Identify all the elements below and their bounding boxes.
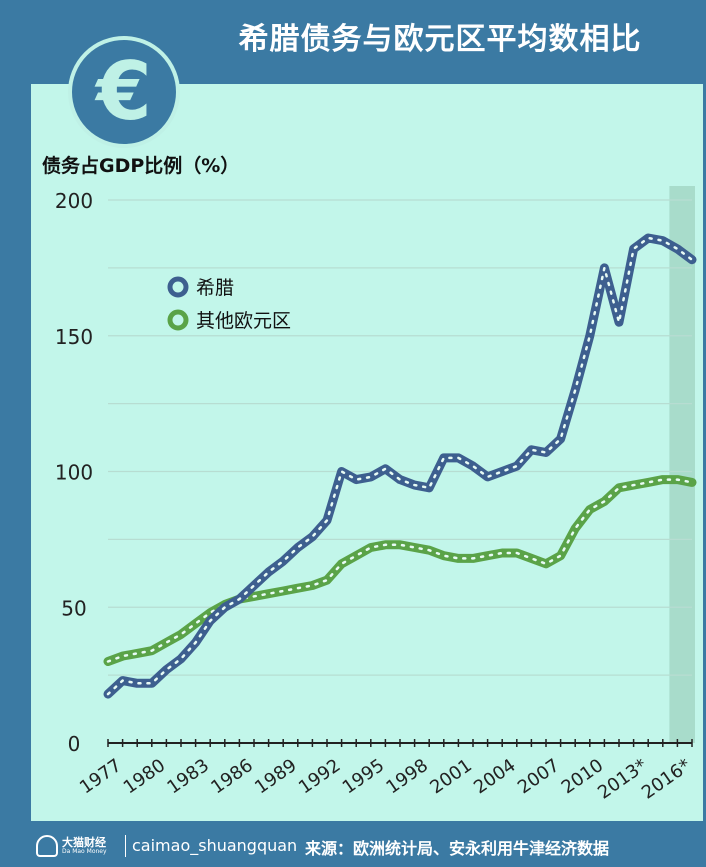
euro-icon: € [96,45,152,138]
series-line-highlight [106,236,694,696]
account-handle: caimao_shuangquan [132,836,298,855]
series-lines [103,233,697,699]
series-line-highlight [106,478,694,663]
x-tick-label: 1977 [76,755,126,798]
footer-divider [125,835,126,857]
x-tick-label: 2007 [514,755,564,798]
brand-name-en: Da Mao Money [62,847,107,855]
x-tick-label: 1992 [295,755,345,798]
y-tick-label: 50 [61,596,86,620]
legend-label-eurozone: 其他欧元区 [196,310,291,332]
y-tick-label: 100 [55,461,93,485]
x-tick-label: 2016* [638,755,695,804]
x-tick-label: 1989 [251,755,301,798]
chart-title: 希腊债务与欧元区平均数相比 [238,22,642,57]
x-tick-label: 1995 [339,755,389,798]
chart-panel [31,84,703,821]
x-tick-label: 1998 [382,755,432,798]
footer: 大猫财经 Da Mao Money caimao_shuangquan 来源：欧… [0,825,706,867]
brand-name: 大猫财经 [62,835,106,849]
forecast-band [669,186,695,743]
y-tick-label: 150 [55,325,93,349]
x-tick-label: 2013* [594,755,651,804]
y-axis: 0 50 100 150 200 [55,189,93,756]
x-tick-label: 2001 [426,755,476,798]
legend-marker-greece [167,276,189,298]
legend-label-greece: 希腊 [196,277,234,299]
legend-marker-eurozone [167,309,189,331]
y-axis-label: 债务占GDP比例（%） [42,154,239,177]
x-tick-label: 1983 [163,755,213,798]
cat-logo-icon [36,835,58,857]
x-axis: 1977198019831986198919921995199820012004… [76,739,695,804]
source-note: 来源：欧洲统计局、安永利用牛津经济数据 [305,839,610,858]
x-tick-label: 1986 [207,755,257,798]
euro-badge: € [68,36,180,148]
y-tick-label: 200 [55,189,93,213]
x-tick-label: 1980 [120,755,170,798]
series-line-eurozone [103,475,697,666]
y-tick-label: 0 [68,732,81,756]
x-tick-label: 2004 [470,755,520,798]
brand-logo: 大猫财经 Da Mao Money [36,831,122,861]
